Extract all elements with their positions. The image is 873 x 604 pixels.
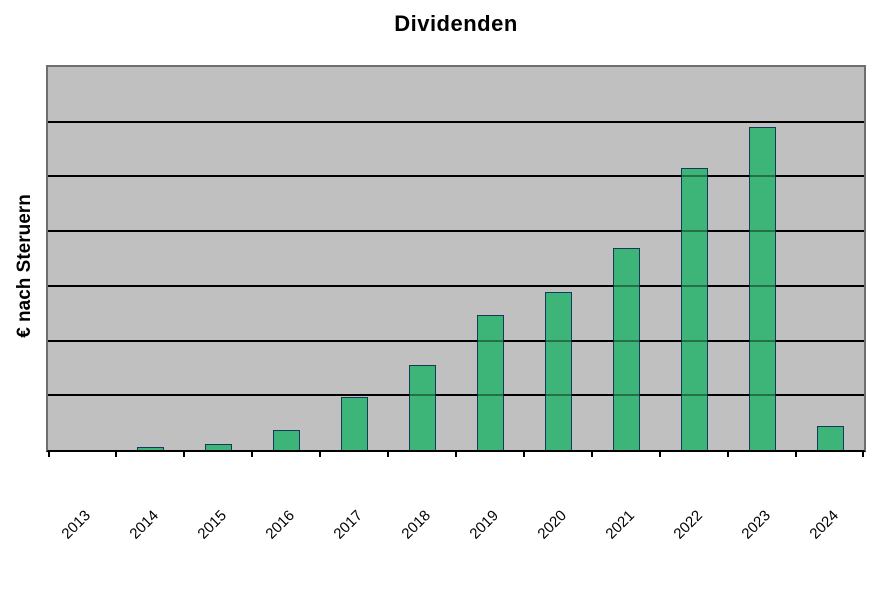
x-axis-tick	[862, 450, 864, 457]
bar-2019	[476, 315, 504, 450]
gridline-overlay	[48, 339, 864, 342]
x-axis-tick	[319, 450, 321, 457]
x-axis-tick	[183, 450, 185, 457]
x-axis-tick	[115, 450, 117, 457]
gridline-overlay	[48, 120, 864, 123]
bar-2017	[340, 397, 368, 450]
bar-2020	[544, 291, 572, 450]
gridline	[48, 394, 864, 397]
y-axis-label: € nach Steruern	[14, 194, 35, 338]
x-axis-tick	[523, 450, 525, 457]
chart-title: Dividenden	[394, 11, 518, 36]
bar-2024	[816, 426, 844, 450]
gridline-overlay	[48, 175, 864, 178]
bar-2023	[748, 127, 776, 450]
plot-area	[46, 65, 866, 457]
bar-2016	[272, 430, 300, 450]
x-axis-tick	[387, 450, 389, 457]
x-axis-labels: 2013 2014 2015 2016 2017 2018 2019 2020 2021 2022…	[46, 507, 866, 563]
gridline-overlay	[48, 230, 864, 233]
x-axis-tick	[48, 450, 50, 457]
gridline-overlay	[48, 394, 864, 397]
gridline	[48, 230, 864, 233]
x-axis-tick	[591, 450, 593, 457]
gridline	[48, 175, 864, 178]
x-axis-tick	[251, 450, 253, 457]
gridline	[48, 339, 864, 342]
bar-2021	[612, 248, 640, 450]
bar-2015	[204, 443, 232, 450]
x-axis-tick	[659, 450, 661, 457]
gridline	[48, 284, 864, 287]
x-axis-tick	[727, 450, 729, 457]
gridline-overlay	[48, 284, 864, 287]
bar-2022	[680, 168, 708, 450]
bar-2014	[136, 447, 164, 450]
bar-2018	[408, 364, 436, 450]
x-axis-tick	[455, 450, 457, 457]
gridline	[48, 120, 864, 123]
chart-page: { "page": { "background": "#FFFFFF" }, "…	[14, 11, 866, 563]
x-axis-tick	[795, 450, 797, 457]
